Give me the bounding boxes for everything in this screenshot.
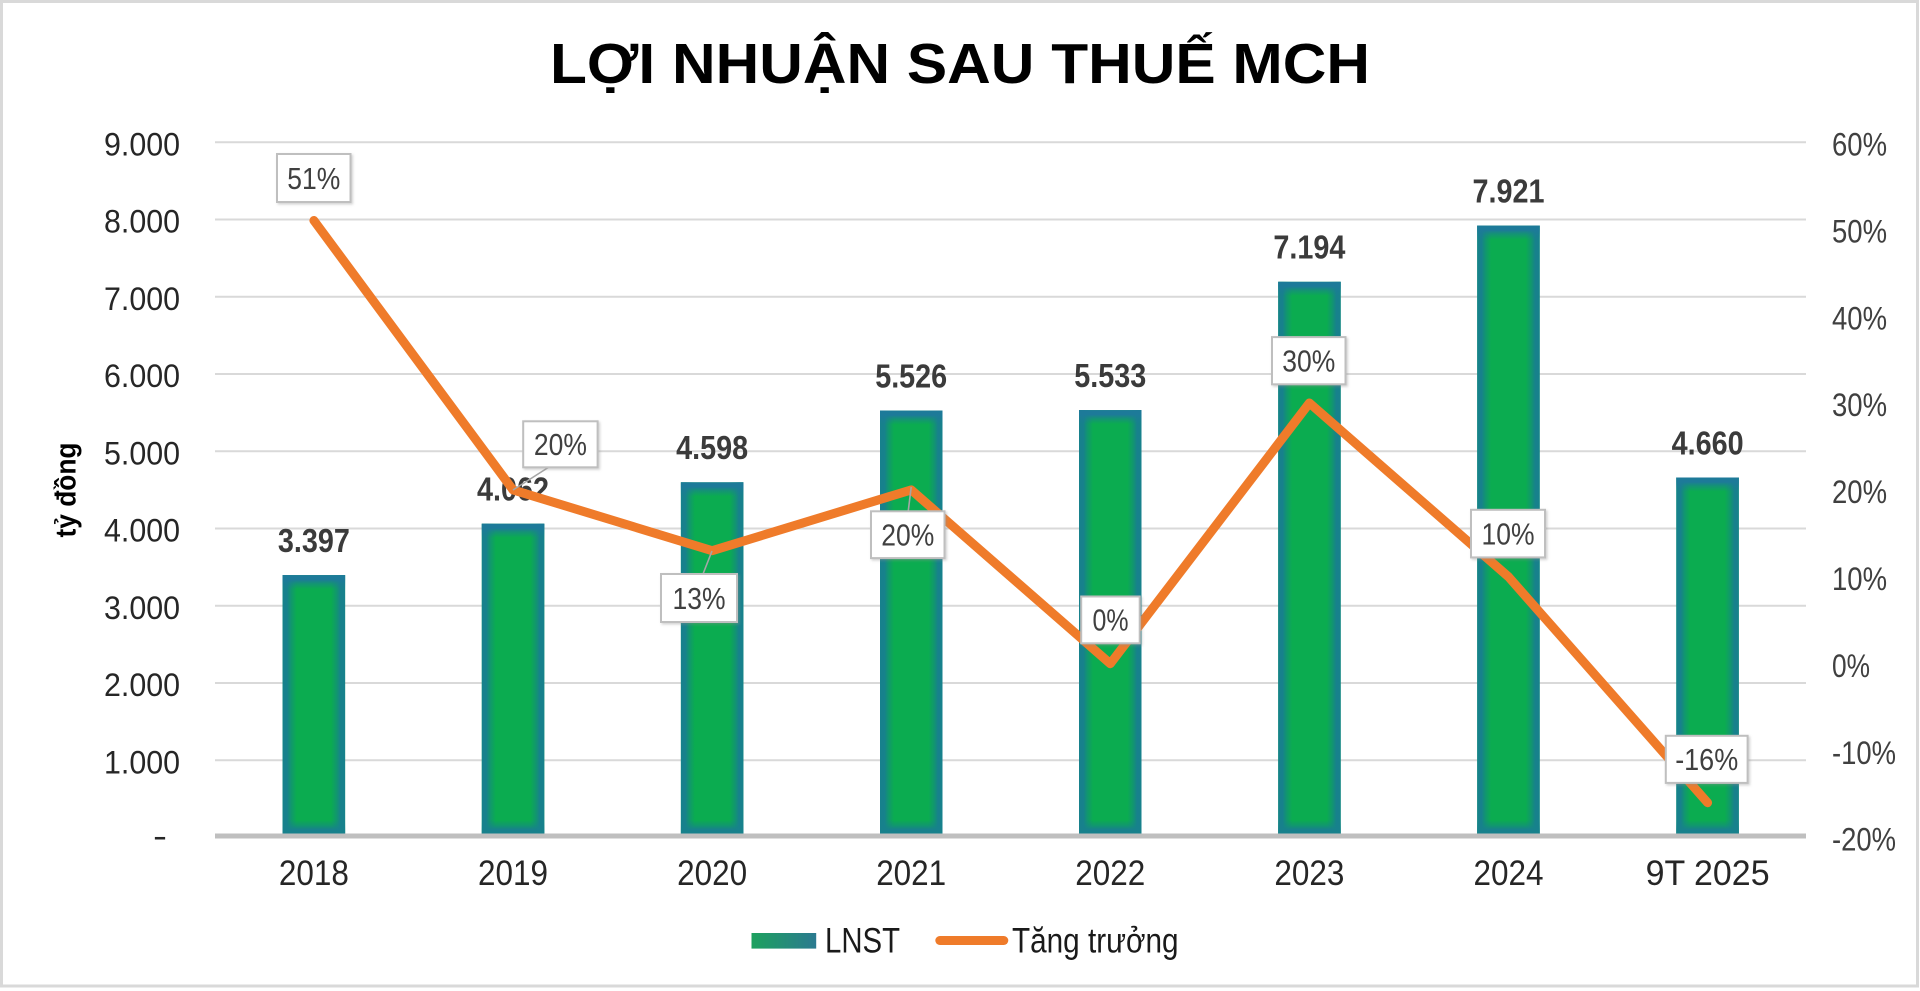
svg-text:10%: 10% xyxy=(1832,561,1887,597)
svg-text:10%: 10% xyxy=(1482,516,1535,551)
svg-text:3.397: 3.397 xyxy=(278,522,350,559)
svg-text:5.533: 5.533 xyxy=(1074,357,1146,394)
svg-text:-: - xyxy=(153,818,167,854)
svg-text:LỢI NHUẬN SAU THUẾ MCH: LỢI NHUẬN SAU THUẾ MCH xyxy=(550,31,1370,96)
svg-text:50%: 50% xyxy=(1832,213,1887,249)
svg-text:5.526: 5.526 xyxy=(875,358,947,395)
svg-text:30%: 30% xyxy=(1832,387,1887,423)
svg-text:8.000: 8.000 xyxy=(104,204,180,240)
svg-text:13%: 13% xyxy=(673,581,726,616)
svg-text:LNST: LNST xyxy=(825,922,900,961)
svg-text:1.000: 1.000 xyxy=(104,745,180,781)
svg-text:2022: 2022 xyxy=(1075,854,1145,893)
svg-text:51%: 51% xyxy=(287,161,340,196)
svg-text:30%: 30% xyxy=(1282,344,1335,379)
svg-text:9.000: 9.000 xyxy=(104,126,180,162)
svg-text:2021: 2021 xyxy=(876,854,946,893)
svg-text:20%: 20% xyxy=(881,518,934,553)
svg-text:2024: 2024 xyxy=(1474,854,1544,893)
svg-text:20%: 20% xyxy=(1832,474,1887,510)
svg-text:0%: 0% xyxy=(1093,603,1129,638)
svg-text:20%: 20% xyxy=(534,427,587,462)
svg-text:2.000: 2.000 xyxy=(104,667,180,703)
svg-text:-20%: -20% xyxy=(1832,822,1896,858)
svg-text:tỷ đồng: tỷ đồng xyxy=(51,443,83,538)
svg-text:7.000: 7.000 xyxy=(104,281,180,317)
svg-text:6.000: 6.000 xyxy=(104,358,180,394)
svg-text:4.660: 4.660 xyxy=(1672,424,1744,461)
svg-text:2019: 2019 xyxy=(478,854,548,893)
svg-text:9T 2025: 9T 2025 xyxy=(1646,854,1770,893)
svg-text:Tăng trưởng: Tăng trưởng xyxy=(1012,922,1179,961)
svg-text:7.194: 7.194 xyxy=(1273,229,1346,266)
svg-text:-16%: -16% xyxy=(1675,742,1738,777)
svg-text:4.598: 4.598 xyxy=(676,429,748,466)
svg-text:2018: 2018 xyxy=(279,854,349,893)
svg-text:40%: 40% xyxy=(1832,300,1887,336)
svg-text:4.000: 4.000 xyxy=(104,513,180,549)
svg-text:60%: 60% xyxy=(1832,126,1887,162)
svg-text:7.921: 7.921 xyxy=(1473,172,1545,209)
svg-text:-10%: -10% xyxy=(1832,735,1896,771)
svg-text:2023: 2023 xyxy=(1274,854,1344,893)
svg-text:0%: 0% xyxy=(1832,648,1870,684)
svg-text:5.000: 5.000 xyxy=(104,435,180,471)
svg-text:2020: 2020 xyxy=(677,854,747,893)
svg-text:3.000: 3.000 xyxy=(104,590,180,626)
